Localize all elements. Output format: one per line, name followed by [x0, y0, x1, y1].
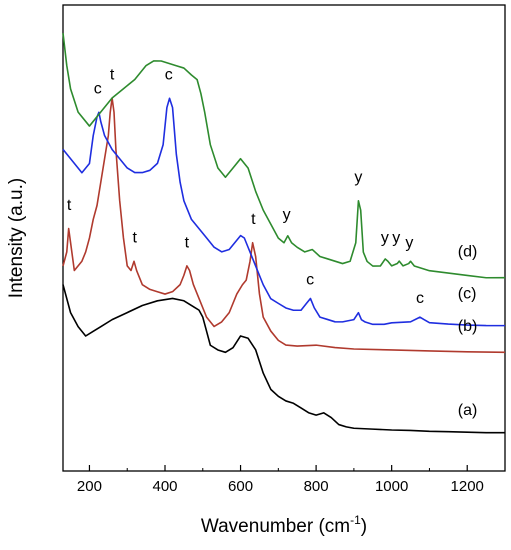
peak-annotation-c: c [94, 81, 102, 98]
y-axis-label: Intensity (a.u.) [6, 178, 27, 298]
peak-annotation-y: y [405, 234, 413, 251]
x-tick-label: 200 [77, 478, 102, 495]
peak-annotation-t: t [133, 230, 138, 247]
series-line-1 [62, 284, 506, 434]
x-axis-label: Wavenumber (cm-1) [201, 513, 367, 537]
x-axis-ticks: 200 400 600 800 1000 1200 [77, 465, 506, 495]
peak-annotation-y: y [392, 230, 400, 247]
peak-annotation-c: c [165, 67, 173, 84]
x-tick-label: 400 [152, 478, 177, 495]
x-tick-label: 1000 [375, 478, 408, 495]
peak-annotation-y: y [283, 206, 291, 223]
plot-frame [62, 4, 506, 472]
peak-annotation-t: t [185, 234, 190, 251]
peak-annotation-y: y [381, 230, 389, 247]
series-line-2 [62, 97, 506, 354]
curve-label: (c) [458, 286, 477, 303]
curve-label: (d) [458, 244, 478, 261]
curve-labels: (a) (b) (c) (d) [458, 244, 478, 419]
series-line-4 [62, 32, 506, 279]
peak-annotation-y: y [354, 169, 362, 186]
series-line-3 [62, 97, 506, 327]
x-tick-label: 1200 [451, 478, 484, 495]
peak-annotation-t: t [251, 211, 256, 228]
x-axis-label-close: ) [361, 516, 367, 537]
x-axis-label-sup: -1 [350, 513, 361, 527]
series-layer [62, 32, 506, 434]
x-tick-label: 600 [228, 478, 253, 495]
peak-annotation-c: c [416, 290, 424, 307]
peak-annotation-t: t [67, 197, 72, 214]
x-tick-label: 800 [304, 478, 329, 495]
peak-annotation-c: c [306, 272, 314, 289]
curve-label: (a) [458, 402, 478, 419]
curve-label: (b) [458, 318, 478, 335]
peak-annotation-t: t [110, 67, 115, 84]
